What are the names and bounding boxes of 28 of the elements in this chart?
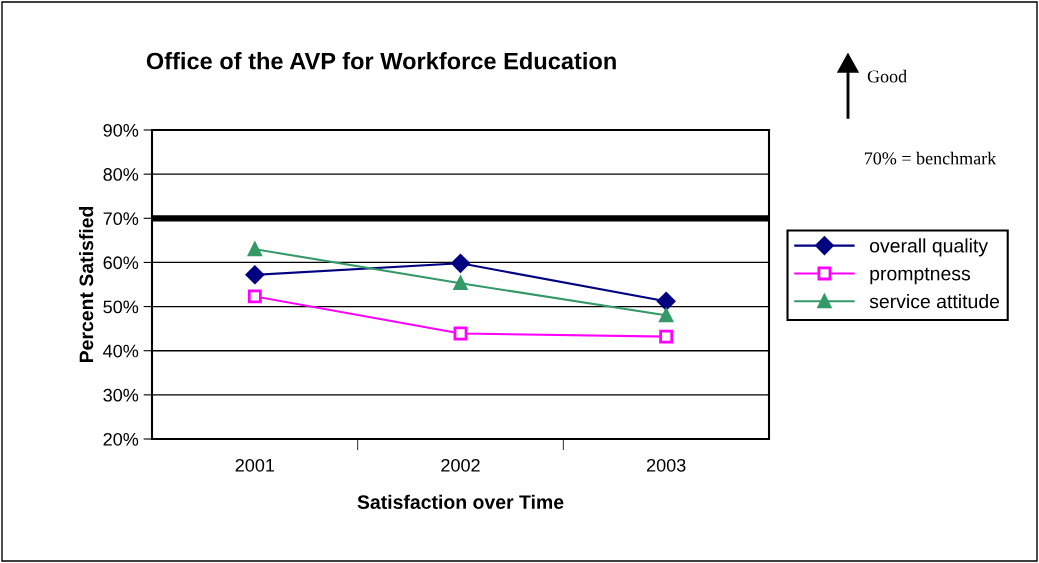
point (245, 265, 265, 285)
point (659, 308, 674, 323)
point (656, 292, 676, 311)
x-tick-label: 2002 (441, 458, 480, 472)
y-tick-label: 20% (103, 432, 139, 446)
y-tick-label: 70% (103, 212, 139, 226)
x-tick-label: 2003 (646, 458, 686, 472)
point (659, 329, 674, 344)
point (247, 242, 262, 257)
legend-label: promptness (870, 267, 971, 285)
x-axis-title: Satisfaction over Time (357, 494, 564, 509)
y-tick-label: 30% (103, 388, 139, 402)
point (453, 276, 468, 291)
y-tick-label: 80% (103, 168, 139, 181)
point (247, 289, 262, 304)
y-axis-title: Percent Satisfied (78, 206, 94, 363)
x-tick-label: 2001 (235, 458, 275, 472)
legend-label: overall quality (869, 238, 989, 257)
chart-title: Office of the AVP for Workforce Education (146, 52, 616, 70)
text: 70% = benchmark (864, 151, 997, 165)
y-tick-label: 40% (103, 344, 139, 358)
legend-label: service attitude (869, 294, 1000, 309)
point (453, 326, 468, 341)
y-tick-label: 90% (103, 123, 139, 137)
y-tick-label: 60% (103, 256, 139, 270)
text: Good (867, 69, 907, 83)
y-tick-label: 50% (103, 300, 139, 314)
point (451, 254, 470, 273)
